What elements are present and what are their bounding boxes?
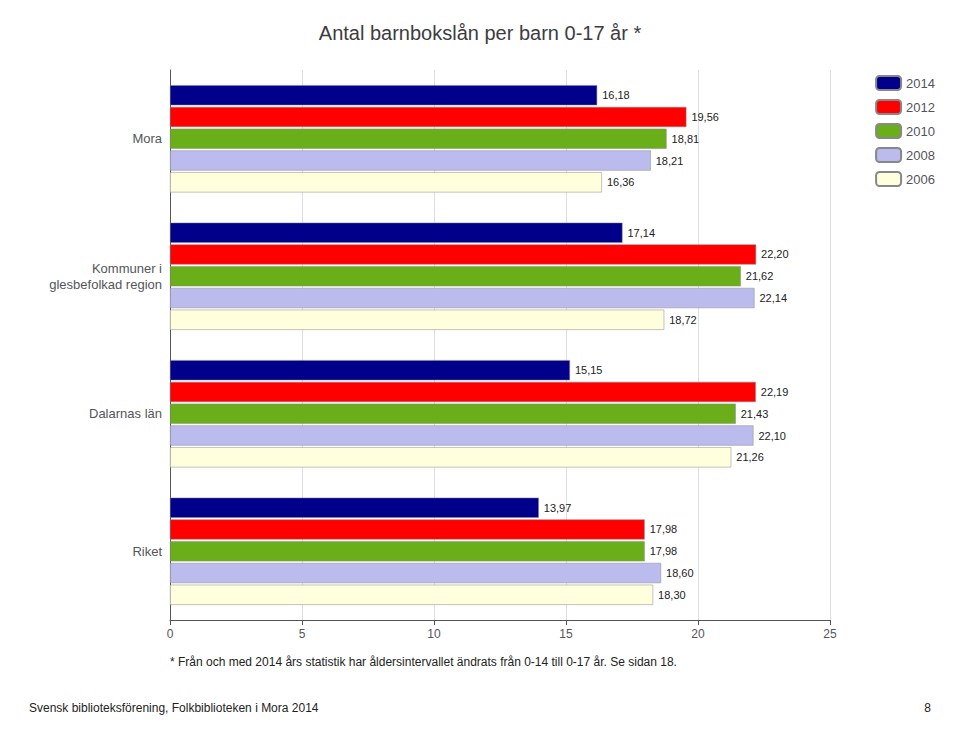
svg-text:16,36: 16,36 (607, 176, 635, 188)
svg-text:20: 20 (691, 627, 705, 641)
svg-text:22,20: 22,20 (761, 248, 789, 260)
svg-text:25: 25 (823, 627, 837, 641)
svg-text:Antal barnbokslån per barn 0-1: Antal barnbokslån per barn 0-17 år * (319, 22, 642, 44)
svg-text:glesbefolkad region: glesbefolkad region (49, 277, 162, 292)
svg-text:18,81: 18,81 (672, 133, 700, 145)
svg-text:Mora: Mora (132, 131, 162, 146)
svg-text:18,21: 18,21 (656, 155, 684, 167)
svg-text:18,72: 18,72 (669, 314, 697, 326)
svg-text:2010: 2010 (906, 124, 935, 139)
svg-text:15,15: 15,15 (575, 364, 603, 376)
svg-text:21,26: 21,26 (736, 451, 764, 463)
svg-text:Dalarnas län: Dalarnas län (89, 406, 162, 421)
svg-text:Kommuner i: Kommuner i (92, 261, 162, 276)
svg-text:2006: 2006 (906, 172, 935, 187)
svg-text:18,60: 18,60 (666, 567, 694, 579)
svg-text:8: 8 (924, 701, 931, 715)
svg-text:22,10: 22,10 (758, 430, 786, 442)
svg-text:21,62: 21,62 (746, 270, 774, 282)
svg-text:16,18: 16,18 (602, 89, 630, 101)
svg-text:5: 5 (299, 627, 306, 641)
svg-text:18,30: 18,30 (658, 589, 686, 601)
svg-text:17,14: 17,14 (627, 227, 655, 239)
svg-text:22,19: 22,19 (761, 386, 789, 398)
svg-text:2012: 2012 (906, 100, 935, 115)
svg-text:17,98: 17,98 (650, 545, 678, 557)
svg-text:Riket: Riket (132, 544, 162, 559)
svg-text:10: 10 (427, 627, 441, 641)
svg-text:Svensk biblioteksförening, Fol: Svensk biblioteksförening, Folkbibliotek… (29, 701, 319, 715)
svg-text:17,98: 17,98 (650, 523, 678, 535)
svg-text:2014: 2014 (906, 76, 935, 91)
svg-text:19,56: 19,56 (691, 111, 719, 123)
svg-text:15: 15 (559, 627, 573, 641)
svg-text:2008: 2008 (906, 148, 935, 163)
svg-text:21,43: 21,43 (741, 408, 769, 420)
svg-text:0: 0 (167, 627, 174, 641)
svg-text:22,14: 22,14 (759, 292, 787, 304)
svg-text:13,97: 13,97 (544, 502, 572, 514)
svg-text:* Från och med 2014 års statis: * Från och med 2014 års statistik har ål… (170, 655, 677, 669)
